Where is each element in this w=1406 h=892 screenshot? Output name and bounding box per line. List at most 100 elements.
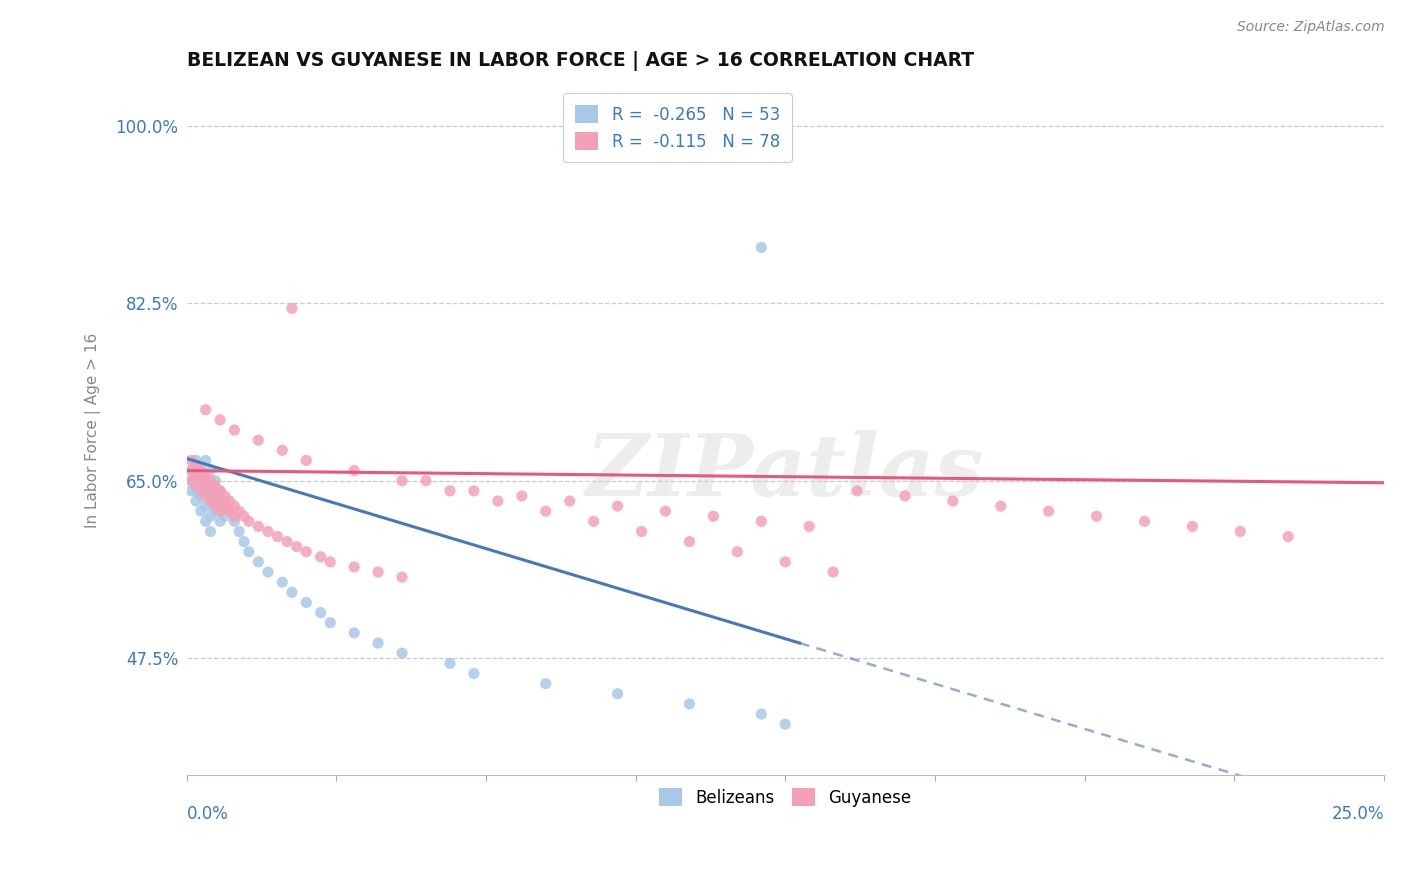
Point [678,534,700,549]
Point [534,676,557,690]
Point [894,489,917,503]
Point [209,494,232,508]
Point [1133,514,1156,528]
Point [180,474,202,488]
Point [773,717,796,731]
Point [606,687,628,701]
Point [194,402,217,417]
Point [257,524,280,539]
Point [184,458,207,473]
Point [439,657,461,671]
Point [194,483,217,498]
Point [204,489,226,503]
Point [194,499,217,513]
Point [942,494,965,508]
Point [190,458,212,473]
Point [319,555,342,569]
Point [749,707,772,722]
Point [799,519,821,533]
Point [1085,509,1108,524]
Point [190,474,212,488]
Point [200,524,222,539]
Point [218,504,240,518]
Point [630,524,652,539]
Point [200,474,222,488]
Point [343,626,366,640]
Point [184,468,207,483]
Point [194,453,217,467]
Point [200,494,222,508]
Point [224,499,246,513]
Point [218,494,240,508]
Point [534,504,557,518]
Point [204,474,226,488]
Point [391,570,413,584]
Point [204,504,226,518]
Point [238,545,260,559]
Point [295,595,318,609]
Text: 0.0%: 0.0% [187,805,228,823]
Point [194,479,217,493]
Point [224,423,246,437]
Point [309,606,332,620]
Point [180,464,202,478]
Point [990,499,1012,513]
Point [218,504,240,518]
Point [184,468,207,483]
Point [367,636,389,650]
Point [214,499,236,513]
Point [224,514,246,528]
Point [180,453,202,467]
Point [228,504,250,518]
Point [228,524,250,539]
Point [271,575,294,590]
Point [180,474,202,488]
Point [463,483,485,498]
Point [209,413,232,427]
Point [214,509,236,524]
Text: ZIPatlas: ZIPatlas [586,430,984,513]
Point [247,555,270,569]
Point [209,483,232,498]
Point [209,499,232,513]
Point [238,514,260,528]
Point [200,509,222,524]
Point [271,443,294,458]
Point [276,534,298,549]
Point [486,494,509,508]
Point [343,464,366,478]
Point [582,514,605,528]
Text: 25.0%: 25.0% [1331,805,1384,823]
Point [204,499,226,513]
Point [247,519,270,533]
Point [180,483,202,498]
Point [823,565,845,579]
Point [190,489,212,503]
Point [391,474,413,488]
Point [749,514,772,528]
Point [190,464,212,478]
Point [200,483,222,498]
Text: Source: ZipAtlas.com: Source: ZipAtlas.com [1237,20,1385,34]
Point [214,494,236,508]
Point [184,494,207,508]
Text: BELIZEAN VS GUYANESE IN LABOR FORCE | AGE > 16 CORRELATION CHART: BELIZEAN VS GUYANESE IN LABOR FORCE | AG… [187,51,973,70]
Point [295,453,318,467]
Point [233,534,256,549]
Point [209,504,232,518]
Point [224,509,246,524]
Point [558,494,581,508]
Point [184,453,207,467]
Point [439,483,461,498]
Point [214,489,236,503]
Point [204,489,226,503]
Point [200,479,222,493]
Point [184,479,207,493]
Point [309,549,332,564]
Point [190,483,212,498]
Point [184,483,207,498]
Point [247,433,270,447]
Point [204,479,226,493]
Point [606,499,628,513]
Point [319,615,342,630]
